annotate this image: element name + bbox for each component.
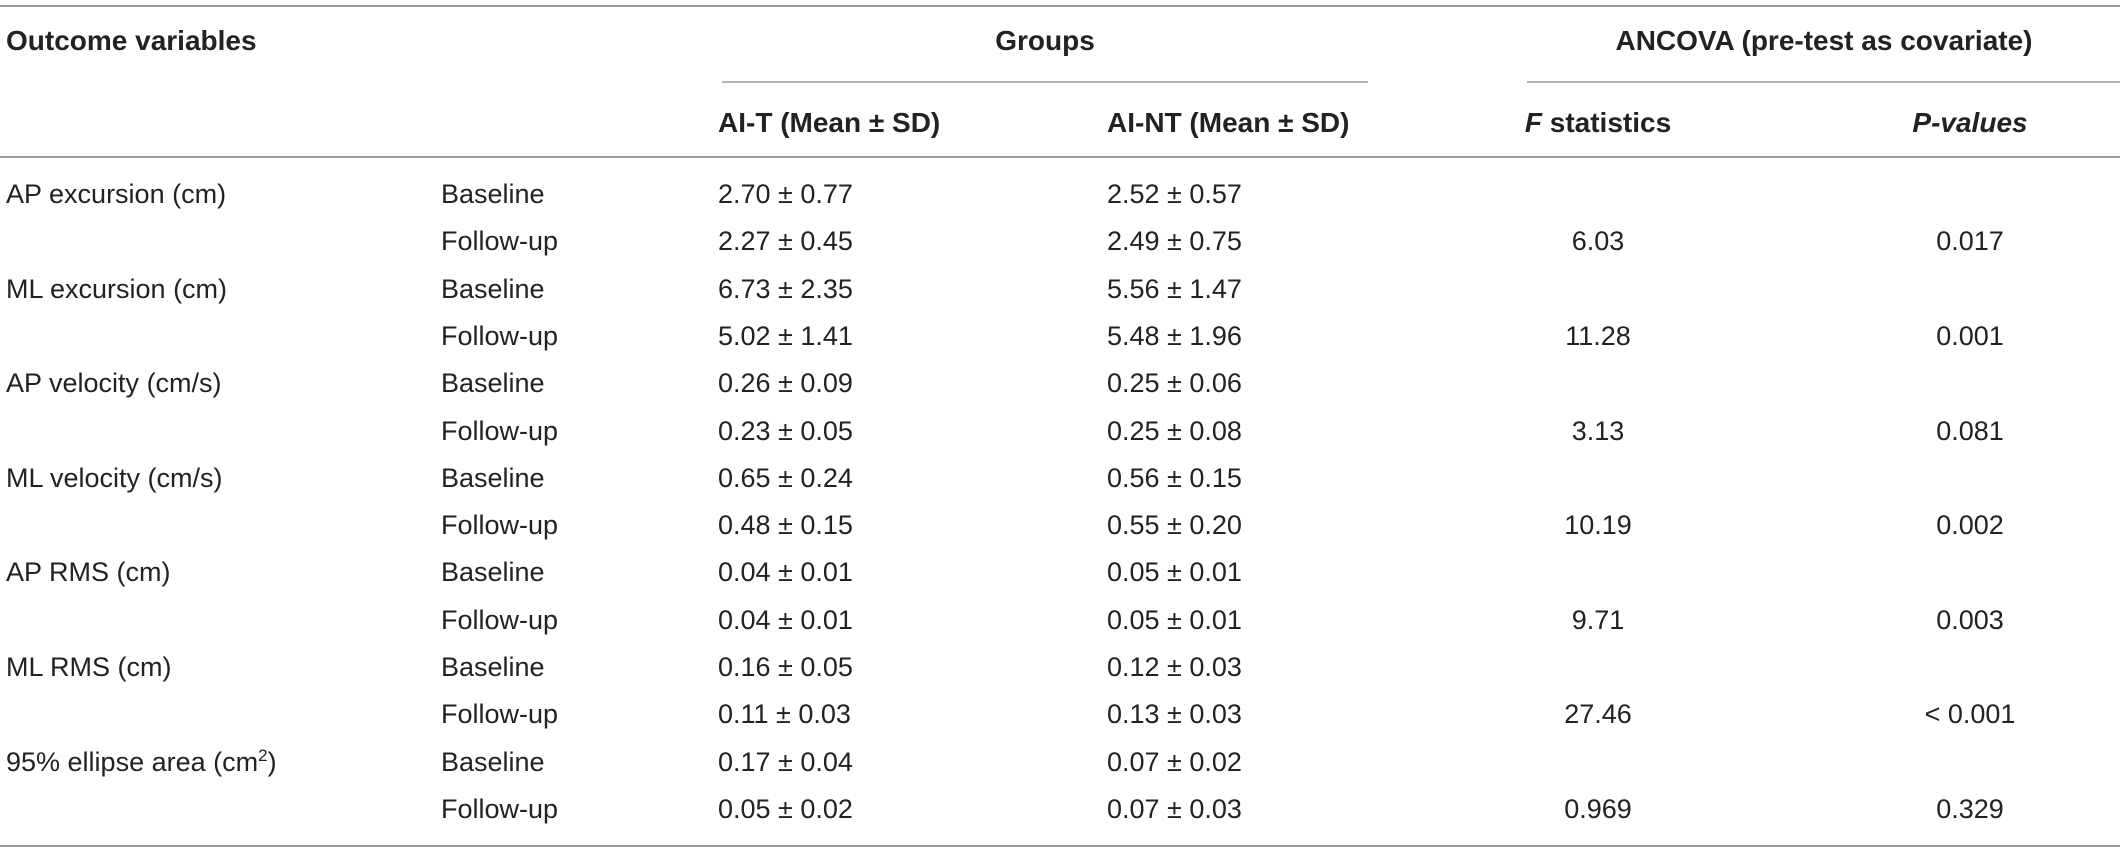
f-statistic-value: 3.13 xyxy=(1571,416,1625,446)
aint-followup-value: 0.13 ± 0.03 xyxy=(1107,699,1242,729)
header-bottom-rule xyxy=(0,156,2120,158)
f-statistic-value: 6.03 xyxy=(1571,226,1625,256)
outcome-variable: AP RMS (cm) xyxy=(6,559,171,586)
ait-baseline-value: 2.70 ± 0.77 xyxy=(718,179,853,209)
followup-label: Follow-up xyxy=(441,699,559,729)
outcome-variable: AP velocity (cm/s) xyxy=(6,370,222,397)
ait-baseline-value: 0.65 ± 0.24 xyxy=(718,463,853,493)
header-ait: AI-T (Mean ± SD) xyxy=(718,107,941,138)
ait-followup-value: 0.11 ± 0.03 xyxy=(718,699,851,729)
p-value: 0.017 xyxy=(1936,226,2004,256)
baseline-label: Baseline xyxy=(441,652,545,682)
baseline-label: Baseline xyxy=(441,179,545,209)
ait-baseline-value: 0.26 ± 0.09 xyxy=(718,368,853,398)
header-f-statistics: F statistics xyxy=(1525,109,1671,137)
header-aint: AI-NT (Mean ± SD) xyxy=(1107,107,1350,138)
outcome-variable-label: ML RMS (cm) xyxy=(6,652,172,682)
aint-baseline-value: 0.05 ± 0.01 xyxy=(1107,557,1242,587)
ait-baseline-value: 0.04 ± 0.01 xyxy=(718,557,853,587)
outcome-variable-label: AP excursion (cm) xyxy=(6,179,227,209)
ait-followup-value: 0.04 ± 0.01 xyxy=(718,605,853,635)
aint-followup-value: 2.49 ± 0.75 xyxy=(1107,226,1242,256)
f-statistic-value: 9.71 xyxy=(1571,605,1625,635)
aint-baseline-value: 0.07 ± 0.02 xyxy=(1107,747,1242,777)
outcome-variable-label: ML excursion (cm) xyxy=(6,274,228,304)
followup-label: Follow-up xyxy=(441,416,559,446)
ait-followup-value: 2.27 ± 0.45 xyxy=(718,226,853,256)
baseline-label: Baseline xyxy=(441,463,545,493)
outcome-variable-label: AP RMS (cm) xyxy=(6,557,171,587)
bottom-rule xyxy=(0,845,2120,847)
aint-baseline-value: 5.56 ± 1.47 xyxy=(1107,274,1242,304)
p-value: 0.329 xyxy=(1936,794,2004,824)
p-value: 0.081 xyxy=(1936,416,2004,446)
f-symbol: F xyxy=(1524,107,1542,138)
followup-label: Follow-up xyxy=(441,510,559,540)
ait-baseline-value: 0.17 ± 0.04 xyxy=(718,747,853,777)
baseline-label: Baseline xyxy=(441,368,545,398)
outcome-variable-label: AP velocity (cm/s) xyxy=(6,368,222,398)
outcome-variable-label: 95% ellipse area (cm xyxy=(6,747,259,777)
ancova-underline xyxy=(1527,81,2120,83)
outcome-variable-label: ML velocity (cm/s) xyxy=(6,463,223,493)
f-statistic-value: 10.19 xyxy=(1564,510,1632,540)
groups-underline xyxy=(722,81,1368,83)
p-value: 0.001 xyxy=(1936,321,2004,351)
outcome-variable: 95% ellipse area (cm2) xyxy=(6,746,277,777)
baseline-label: Baseline xyxy=(441,747,545,777)
outcome-variable: ML velocity (cm/s) xyxy=(6,465,223,492)
followup-label: Follow-up xyxy=(441,321,559,351)
outcome-variable: ML excursion (cm) xyxy=(6,276,227,303)
aint-baseline-value: 2.52 ± 0.57 xyxy=(1107,179,1242,209)
header-ancova: ANCOVA (pre-test as covariate) xyxy=(1615,25,2033,56)
aint-baseline-value: 0.25 ± 0.06 xyxy=(1107,368,1242,398)
followup-label: Follow-up xyxy=(441,226,559,256)
outcome-variable: ML RMS (cm) xyxy=(6,654,171,681)
superscript: 2 xyxy=(258,746,268,765)
p-value: 0.002 xyxy=(1936,510,2004,540)
f-statistic-value: 11.28 xyxy=(1565,321,1631,351)
header-groups: Groups xyxy=(995,25,1095,56)
ait-baseline-value: 0.16 ± 0.05 xyxy=(718,652,853,682)
aint-followup-value: 0.55 ± 0.20 xyxy=(1107,510,1242,540)
f-statistic-value: 0.969 xyxy=(1564,794,1632,824)
ait-followup-value: 0.23 ± 0.05 xyxy=(718,416,853,446)
aint-followup-value: 0.05 ± 0.01 xyxy=(1107,605,1242,635)
header-p-values: P-values xyxy=(1912,107,2028,138)
p-value: < 0.001 xyxy=(1924,699,2016,729)
f-statistic-value: 27.46 xyxy=(1564,699,1632,729)
aint-followup-value: 5.48 ± 1.96 xyxy=(1107,321,1242,351)
aint-baseline-value: 0.12 ± 0.03 xyxy=(1107,652,1242,682)
aint-baseline-value: 0.56 ± 0.15 xyxy=(1107,463,1242,493)
top-rule xyxy=(0,5,2120,7)
ait-followup-value: 5.02 ± 1.41 xyxy=(718,321,853,351)
p-value: 0.003 xyxy=(1936,605,2004,635)
aint-followup-value: 0.25 ± 0.08 xyxy=(1107,416,1242,446)
followup-label: Follow-up xyxy=(441,605,559,635)
followup-label: Follow-up xyxy=(441,794,559,824)
ait-followup-value: 0.48 ± 0.15 xyxy=(718,510,853,540)
outcome-variable-suffix: ) xyxy=(267,747,277,777)
header-outcome-variables: Outcome variables xyxy=(6,25,257,56)
outcome-variable: AP excursion (cm) xyxy=(6,181,226,208)
baseline-label: Baseline xyxy=(441,557,545,587)
f-statistics-label: statistics xyxy=(1541,107,1672,138)
ait-baseline-value: 6.73 ± 2.35 xyxy=(718,274,853,304)
baseline-label: Baseline xyxy=(441,274,545,304)
ait-followup-value: 0.05 ± 0.02 xyxy=(718,794,853,824)
aint-followup-value: 0.07 ± 0.03 xyxy=(1107,794,1242,824)
